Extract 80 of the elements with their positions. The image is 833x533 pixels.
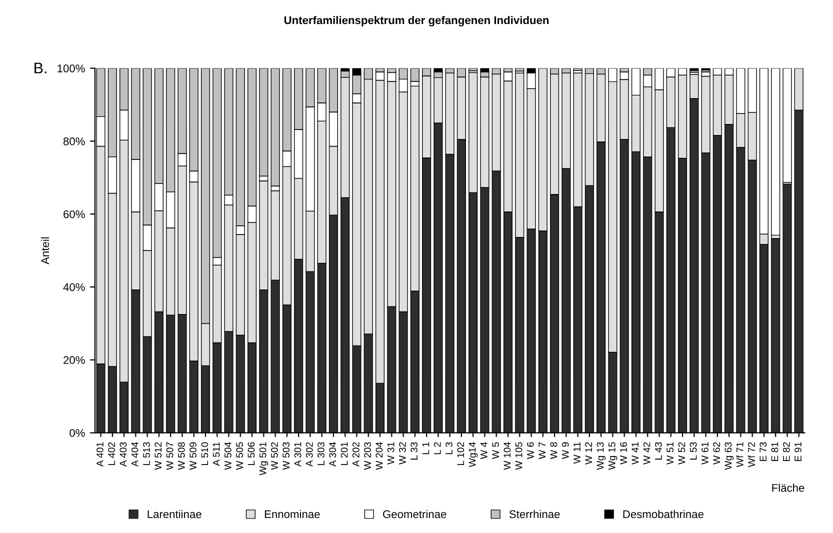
bar — [515, 68, 524, 72]
x-tick-label: L 303 — [318, 442, 324, 465]
y-tick-label: 0% — [70, 429, 85, 437]
x-tick-label: L 2 — [434, 442, 441, 454]
legend-label: Desmobathrinae — [623, 510, 704, 518]
x-tick-label: L 513 — [143, 442, 150, 465]
x-tick-label: W 8 — [550, 442, 558, 460]
x-tick-label: A 511 — [212, 442, 220, 466]
x-tick-label: W 42 — [643, 442, 650, 464]
x-tick-label: Wf 71 — [736, 442, 744, 468]
x-tick-label: Wg 63 — [724, 442, 734, 470]
x-tick-label: Wg 15 — [608, 442, 618, 470]
y-tick-label: 20% — [64, 356, 85, 364]
x-tick-label: A 202 — [352, 442, 360, 467]
bar — [771, 68, 780, 236]
x-tick-label: L 43 — [654, 442, 662, 460]
x-tick-label: A 301 — [294, 442, 302, 467]
x-tick-label: W 16 — [620, 442, 627, 464]
x-tick-label: W 105 — [515, 442, 522, 470]
x-tick-label: Wg14 — [468, 442, 478, 468]
x-tick-label: W 51 — [666, 442, 674, 464]
x-tick-label: Wg 501 — [259, 442, 268, 476]
x-tick-label: W 9 — [562, 442, 569, 460]
y-tick-label: 100% — [58, 64, 85, 72]
x-tick-label: A 304 — [329, 442, 336, 467]
x-tick-label: L 102 — [457, 442, 464, 465]
bar — [782, 68, 792, 183]
x-tick-label: W 505 — [236, 442, 244, 470]
chart-title: Unterfamilienspektrum der gefangenen Individuen — [284, 16, 549, 26]
x-tick-label: E 82 — [782, 442, 790, 462]
x-tick-label: L 53 — [690, 442, 697, 460]
x-tick-label: E 73 — [760, 442, 767, 462]
x-tick-label: W 509 — [190, 442, 196, 470]
y-tick-label: 80% — [63, 137, 85, 146]
x-tick-label: W 52 — [678, 442, 686, 464]
x-tick-label: W 104 — [504, 442, 511, 470]
x-tick-label: W 11 — [574, 442, 580, 464]
x-tick-label: W 503 — [282, 442, 290, 470]
x-tick-label: L 510 — [201, 442, 208, 465]
bar — [573, 68, 582, 71]
x-tick-label: W 508 — [178, 442, 185, 470]
x-tick-label: W 7 — [538, 442, 546, 460]
x-tick-label: Wf 72 — [748, 442, 755, 468]
y-axis-title: Anteil — [40, 237, 50, 264]
x-tick-label: L 201 — [340, 442, 348, 465]
legend-label: Sterrhinae — [509, 510, 560, 518]
legend-label: Geometrinae — [383, 510, 446, 518]
x-tick-label: A 401 — [96, 442, 104, 467]
x-tick-label: W 41 — [632, 442, 638, 464]
x-tick-label: W 12 — [585, 442, 592, 464]
x-tick-label: W 507 — [166, 442, 174, 470]
x-tick-label: A 403 — [120, 442, 127, 467]
x-tick-label: L 33 — [410, 442, 418, 460]
x-tick-label: W 61 — [702, 442, 708, 464]
x-tick-label: W 32 — [399, 442, 406, 464]
x-tick-label: A 404 — [131, 442, 138, 467]
x-tick-label: L 506 — [248, 442, 255, 465]
x-tick-label: W 5 — [492, 442, 499, 460]
x-tick-label: W 504 — [224, 442, 232, 470]
x-axis-title: Fläche — [772, 484, 804, 492]
x-tick-label: W 62 — [713, 442, 720, 464]
x-tick-label: W 502 — [271, 442, 278, 470]
x-tick-label: Wg 13 — [596, 442, 606, 470]
x-tick-label: W 512 — [154, 442, 162, 470]
x-tick-label: E 91 — [794, 442, 802, 462]
y-tick-label: 60% — [64, 210, 85, 218]
x-tick-label: A 302 — [306, 442, 313, 467]
x-tick-label: W 4 — [480, 442, 488, 460]
x-tick-label: L 402 — [108, 442, 116, 465]
x-tick-label: E 81 — [771, 442, 778, 462]
legend-label: Larentiinae — [148, 510, 202, 518]
y-tick-label: 40% — [63, 283, 85, 292]
x-tick-label: W 6 — [526, 442, 534, 460]
text: B. — [34, 62, 46, 74]
x-tick-label: L 1 — [422, 442, 430, 454]
legend-label: Ennominae — [264, 510, 320, 518]
x-tick-label: W 203 — [364, 442, 371, 470]
x-tick-label: W 31 — [387, 442, 394, 464]
x-tick-label: W 204 — [376, 442, 383, 470]
x-tick-label: L 3 — [446, 442, 452, 454]
